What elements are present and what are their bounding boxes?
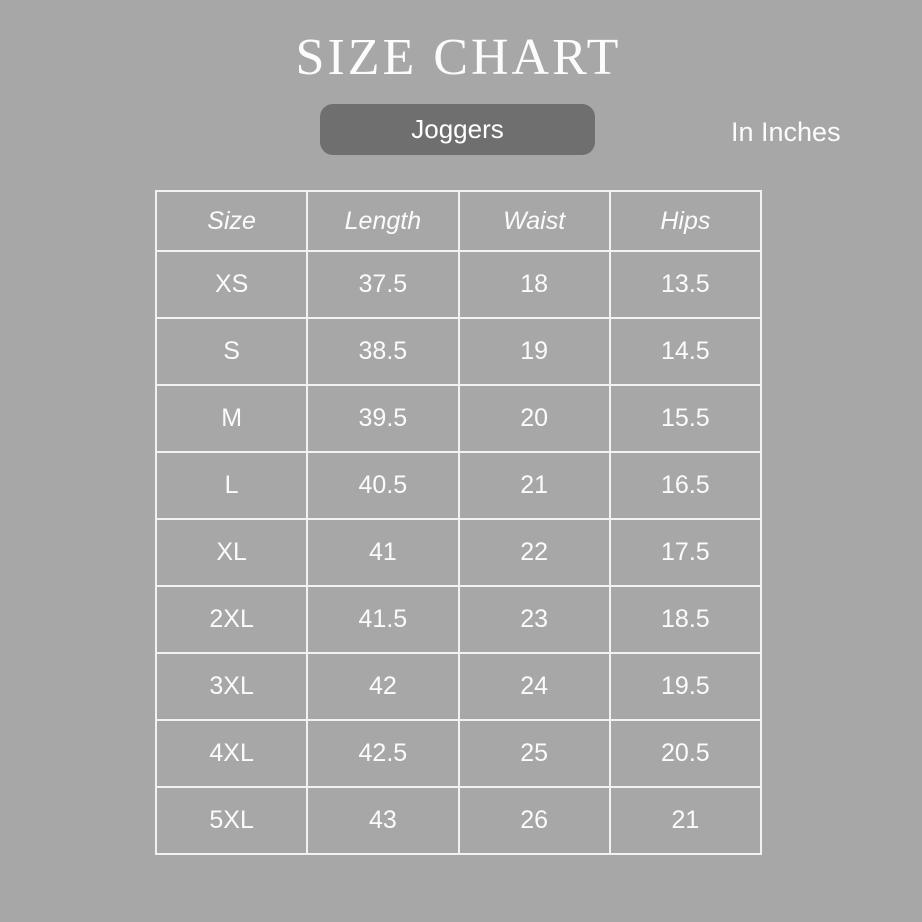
cell-size: XL [154,518,309,587]
cell-length: 41.5 [306,585,460,654]
cell-hips: 17.5 [608,518,763,587]
table-row: 5XL 43 26 21 [154,786,763,855]
cell-waist: 21 [457,451,611,520]
unit-label: In Inches [731,117,841,147]
cell-waist: 23 [457,585,611,654]
cell-size: 5XL [154,786,309,855]
table-row: 4XL 42.5 25 20.5 [154,719,763,788]
cell-size: 2XL [154,585,309,654]
table-row: XL 41 22 17.5 [154,518,763,587]
cell-length: 37.5 [306,250,460,319]
cell-size: XS [154,250,309,319]
cell-waist: 22 [457,518,611,587]
cell-size: 3XL [154,652,309,721]
cell-length: 43 [306,786,460,855]
table-row: M 39.5 20 15.5 [154,384,763,453]
cell-hips: 18.5 [608,585,763,654]
column-header-size: Size [154,190,309,252]
page-title: SIZE CHART [295,29,622,86]
cell-hips: 15.5 [608,384,763,453]
cell-size: 4XL [154,719,309,788]
column-header-waist: Waist [457,190,611,252]
cell-waist: 24 [457,652,611,721]
column-header-hips: Hips [608,190,763,252]
table-header-row: Size Length Waist Hips [154,190,763,252]
cell-hips: 13.5 [608,250,763,319]
cell-waist: 19 [457,317,611,386]
cell-size: S [154,317,309,386]
category-pill-label: Joggers [411,114,504,144]
cell-length: 39.5 [306,384,460,453]
cell-length: 42 [306,652,460,721]
cell-waist: 26 [457,786,611,855]
cell-waist: 25 [457,719,611,788]
cell-length: 38.5 [306,317,460,386]
cell-length: 40.5 [306,451,460,520]
cell-size: M [154,384,309,453]
cell-hips: 19.5 [608,652,763,721]
size-table: Size Length Waist Hips XS 37.5 18 13.5 S… [154,190,763,855]
cell-length: 41 [306,518,460,587]
category-pill-button[interactable]: Joggers [320,104,595,155]
table-row: S 38.5 19 14.5 [154,317,763,386]
column-header-length: Length [306,190,460,252]
cell-hips: 20.5 [608,719,763,788]
cell-hips: 14.5 [608,317,763,386]
cell-waist: 18 [457,250,611,319]
table-row: L 40.5 21 16.5 [154,451,763,520]
cell-waist: 20 [457,384,611,453]
table-row: XS 37.5 18 13.5 [154,250,763,319]
table-row: 2XL 41.5 23 18.5 [154,585,763,654]
cell-size: L [154,451,309,520]
table-row: 3XL 42 24 19.5 [154,652,763,721]
cell-hips: 16.5 [608,451,763,520]
cell-hips: 21 [608,786,763,855]
cell-length: 42.5 [306,719,460,788]
